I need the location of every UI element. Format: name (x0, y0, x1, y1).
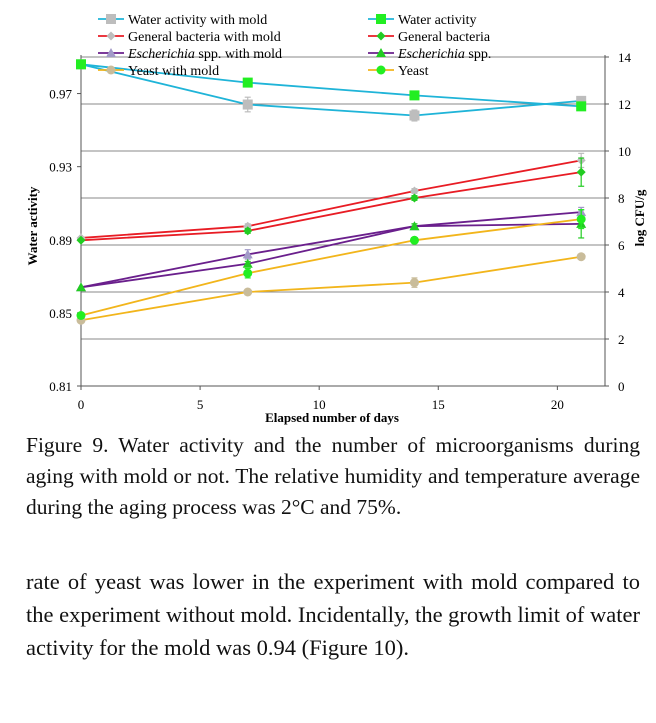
data-point (242, 99, 253, 110)
y-right-tick-label: 2 (618, 332, 625, 347)
y-right-tick-label: 12 (618, 97, 631, 112)
data-point (76, 59, 86, 70)
legend-label-suffix: spp. with mold (195, 47, 282, 62)
data-point (76, 282, 86, 292)
series-line (80, 218, 582, 317)
figure-caption: Figure 9. Water activity and the number … (26, 433, 640, 519)
series-yeast-with-mold (76, 252, 586, 325)
legend-marker (376, 14, 386, 24)
series-line (80, 159, 582, 239)
legend-marker (106, 31, 116, 41)
data-point (409, 186, 419, 196)
dual-axis-line-chart: 0 5 10 15 200.810.850.890.930.9702468101214 … (25, 13, 647, 425)
legend-label: Water activity (398, 13, 477, 28)
legend-item: Yeast with mold (98, 64, 219, 79)
y-right-tick-label: 8 (618, 191, 625, 206)
x-tick-label: 5 (197, 397, 204, 412)
series-escherichia-spp-with-mold (76, 206, 587, 292)
legend-marker (106, 14, 116, 24)
data-point (576, 101, 587, 112)
y-right-tick-label: 6 (618, 238, 625, 253)
data-point (576, 95, 587, 106)
data-point (576, 167, 586, 177)
data-point (409, 235, 419, 245)
data-point (242, 258, 253, 268)
legend-item: Escherichia spp. (368, 47, 491, 62)
x-axis-title: Elapsed number of days (265, 410, 399, 425)
y-right-tick-label: 14 (618, 50, 632, 65)
legend-label-italic: Escherichia (127, 47, 195, 62)
data-point (76, 235, 86, 245)
data-point (409, 110, 420, 121)
legend: Water activity with mold Water activity Ge… (98, 13, 491, 79)
series-general-bacteria (76, 157, 586, 245)
series-yeast (76, 209, 586, 320)
series-line (80, 255, 582, 322)
series-water-activity (76, 59, 587, 112)
axes: 0 5 10 15 20 0.81 0.85 0.89 0.93 0.97 0 2 4 6 8 10 12 14 (49, 50, 631, 412)
data-point (409, 221, 420, 231)
legend-marker (376, 48, 386, 57)
data-point (243, 226, 253, 236)
data-point (409, 278, 419, 288)
data-series (76, 59, 587, 325)
legend-label: General bacteria (398, 30, 491, 45)
y-right-tick-label: 10 (618, 144, 631, 159)
series-line (80, 63, 582, 108)
legend-label: Yeast with mold (128, 64, 219, 79)
x-tick-label: 15 (432, 397, 445, 412)
data-point (242, 77, 253, 88)
y-left-tick-label: 0.81 (49, 379, 72, 394)
legend-label: Escherichia spp. with mold (127, 47, 282, 62)
series-line (80, 63, 582, 117)
legend-marker (376, 31, 386, 41)
legend-marker (376, 65, 386, 75)
legend-label: General bacteria with mold (128, 30, 281, 45)
series-line (80, 211, 582, 289)
legend-item: Yeast (368, 64, 429, 79)
series-line (80, 222, 582, 289)
y-axis-right-title: log CFU/g (632, 189, 647, 246)
y-right-tick-label: 4 (618, 285, 625, 300)
data-point (576, 252, 586, 262)
legend-label-suffix: spp. (465, 47, 491, 62)
legend-item: General bacteria (368, 30, 491, 45)
legend-item: Escherichia spp. with mold (98, 47, 282, 62)
y-left-tick-label: 0.89 (49, 233, 72, 248)
legend-label: Yeast (398, 64, 429, 79)
data-point (76, 311, 86, 320)
data-point (409, 90, 420, 101)
y-right-tick-label: 0 (618, 379, 625, 394)
y-left-tick-label: 0.93 (49, 160, 72, 175)
data-point (576, 214, 586, 224)
legend-label: Water activity with mold (128, 13, 267, 28)
body-paragraph: rate of yeast was lower in the experimen… (26, 569, 641, 660)
legend-label-italic: Escherichia (397, 47, 465, 62)
y-axis-left-title: Water activity (25, 186, 40, 265)
x-tick-label: 10 (313, 397, 326, 412)
x-tick-label: 20 (551, 397, 564, 412)
legend-marker (106, 48, 116, 57)
data-point (242, 249, 253, 259)
data-point (409, 193, 419, 203)
legend-item: General bacteria with mold (98, 30, 281, 45)
legend-label: Escherichia spp. (397, 47, 491, 62)
legend-item: Water activity (368, 13, 477, 28)
x-tick-label: 0 (78, 397, 85, 412)
series-line (80, 171, 582, 242)
data-point (243, 287, 253, 297)
series-escherichia-spp (76, 209, 587, 292)
gridlines (81, 56, 605, 340)
y-left-tick-label: 0.85 (49, 306, 72, 321)
legend-marker (106, 65, 116, 75)
y-left-tick-label: 0.97 (49, 87, 72, 102)
legend-item: Water activity with mold (98, 13, 267, 28)
data-point (243, 268, 253, 278)
